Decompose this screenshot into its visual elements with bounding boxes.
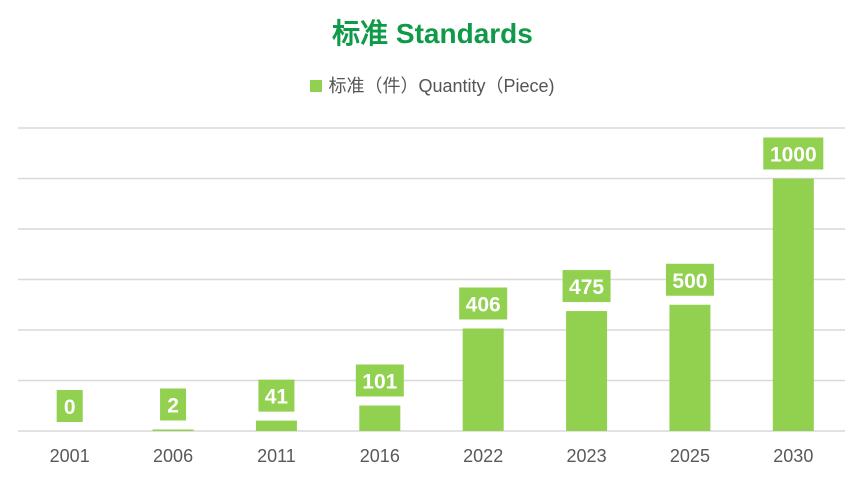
x-tick-label: 2025 [670,446,710,466]
data-label: 0 [64,396,76,419]
bar [566,311,608,431]
x-tick-label: 2022 [463,446,503,466]
data-label: 475 [569,276,604,299]
data-label-box [355,364,404,397]
data-label-box [459,287,508,320]
data-label: 406 [466,293,501,316]
data-label: 2 [167,395,179,418]
legend-label: 标准（件）Quantity（Piece) [328,76,555,96]
bar [152,429,194,431]
bar [255,420,297,431]
x-tick-label: 2016 [360,446,400,466]
data-label-box [665,263,714,296]
x-tick-label: 2030 [773,446,813,466]
legend: 标准（件）Quantity（Piece) [0,72,865,98]
bar [669,304,711,431]
data-label-box [160,388,187,421]
x-tick-label: 2023 [567,446,607,466]
data-label-box [56,390,83,422]
data-label: 101 [362,370,397,393]
x-tick-label: 2006 [153,446,193,466]
bar [359,405,401,431]
bar [772,178,814,431]
data-label-box [763,137,824,170]
data-label: 41 [265,386,289,409]
x-tick-label: 2011 [257,446,296,466]
data-label: 500 [672,270,707,293]
data-label-box [562,270,611,303]
data-label: 1000 [770,144,817,167]
legend-swatch [310,80,323,92]
chart-title: 标准 Standards [332,18,533,49]
bar [462,328,504,431]
x-tick-label: 2001 [50,446,90,466]
data-label-box [258,379,295,412]
